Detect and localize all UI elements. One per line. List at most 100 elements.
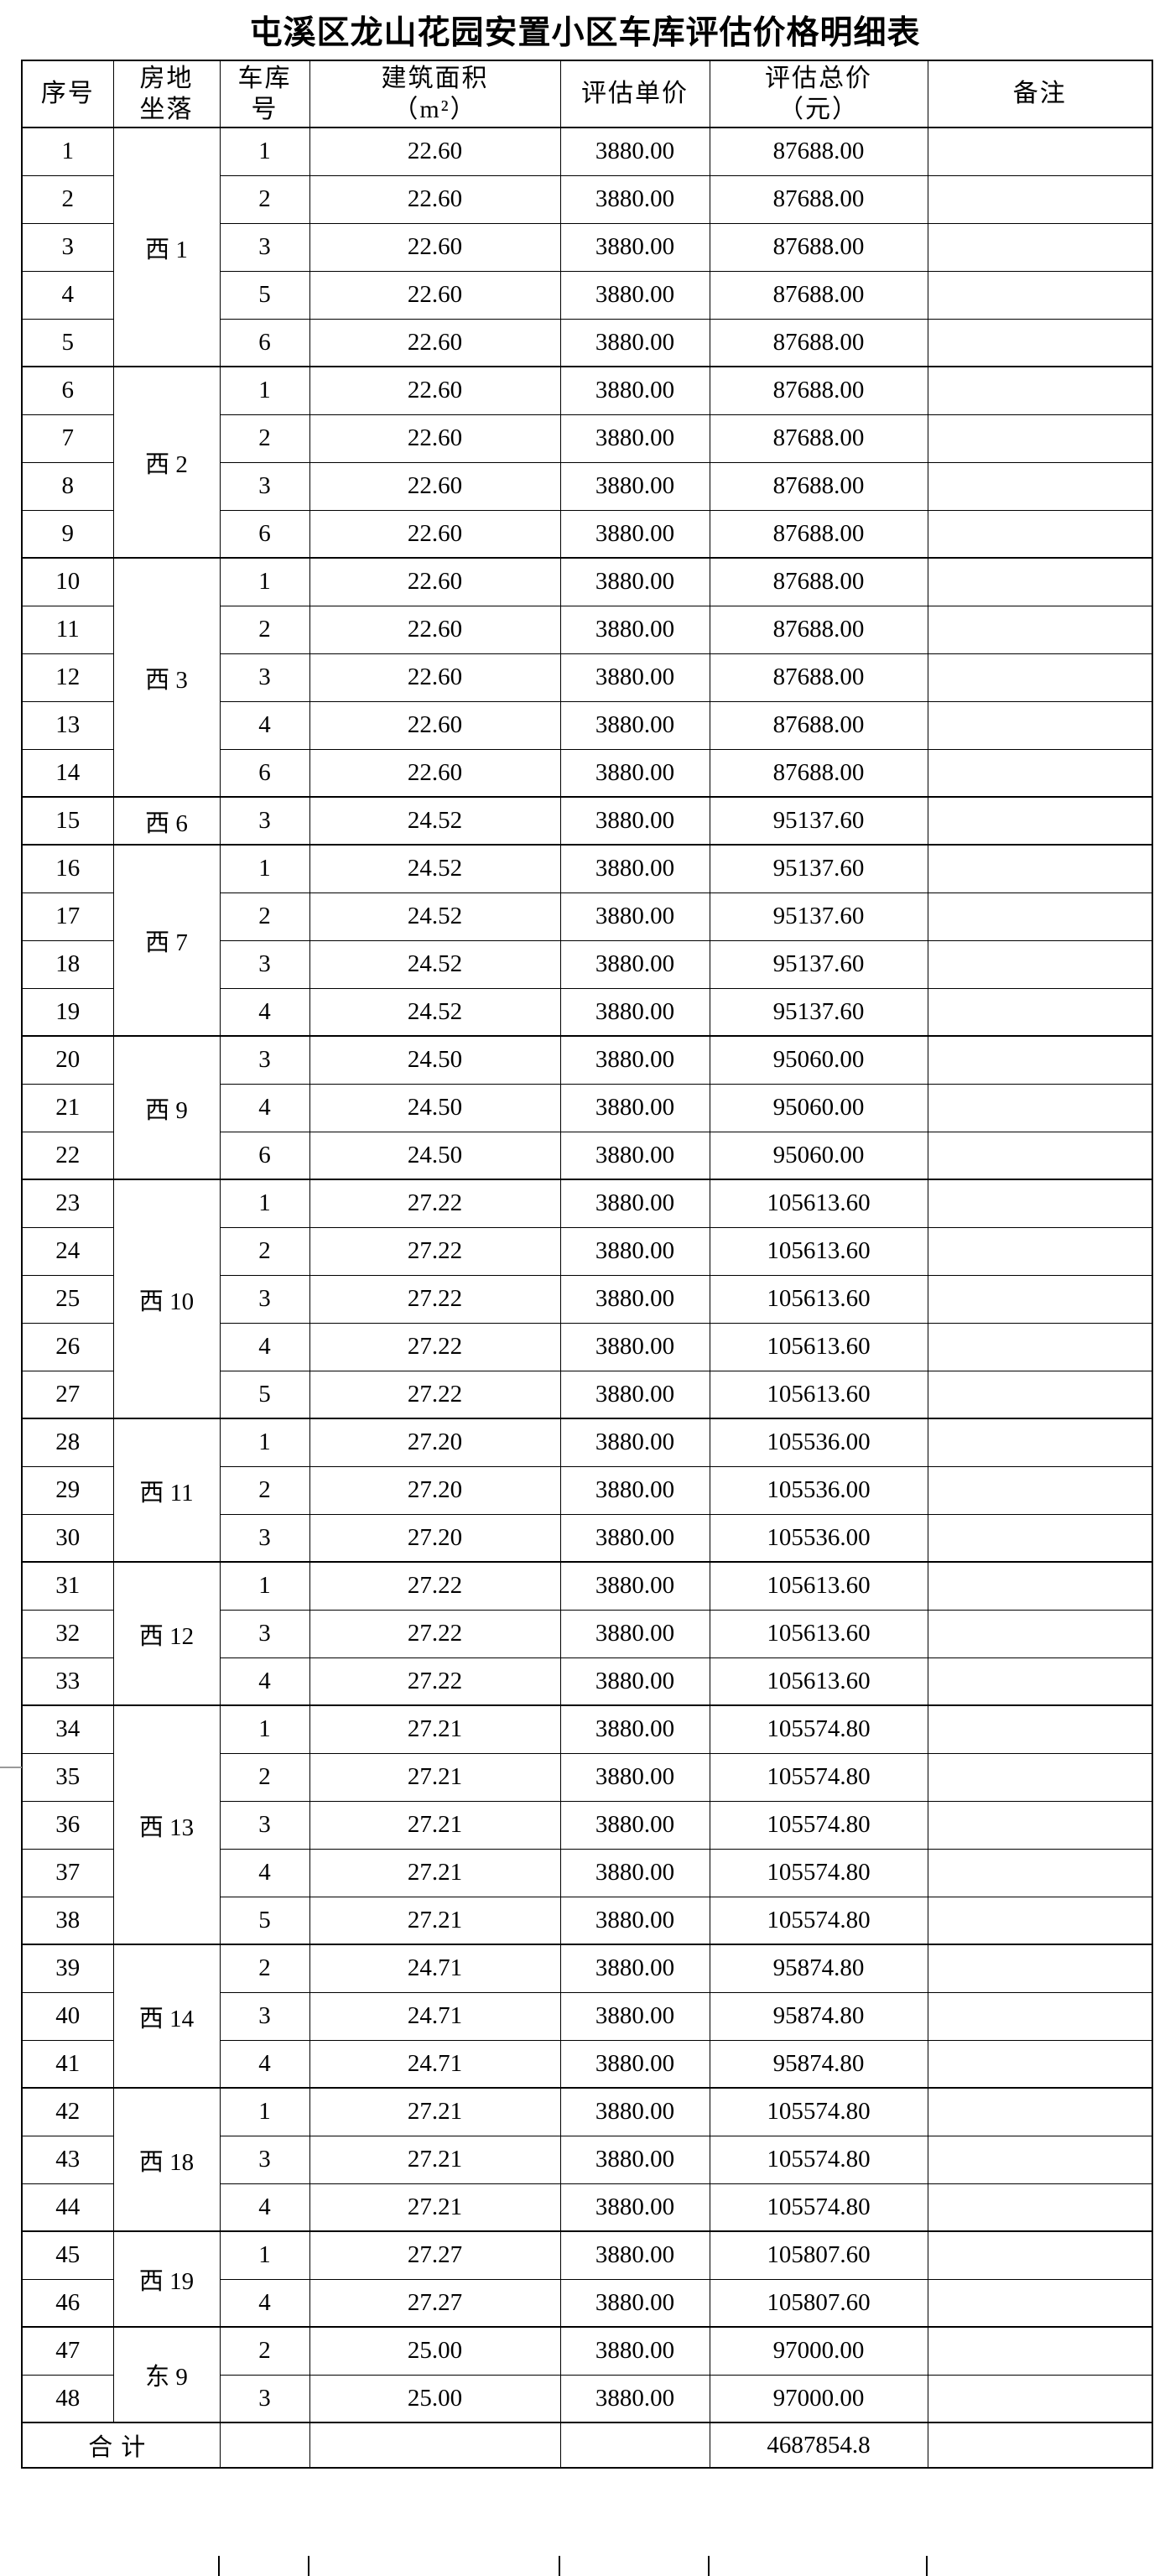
- cell-total-price: 95874.80: [709, 2039, 928, 2089]
- cell-seq: 9: [21, 509, 114, 559]
- cell-seq: 20: [21, 1035, 114, 1085]
- cell-area: 24.52: [309, 796, 561, 846]
- cell-unit-price: 3880.00: [559, 1991, 710, 2041]
- cell-remark: [927, 748, 1153, 798]
- cell-total-price: 87688.00: [709, 270, 928, 320]
- cell-garage-no: 5: [219, 270, 310, 320]
- col-header-garage-no: 车库 号: [219, 60, 310, 128]
- cell-seq: 26: [21, 1322, 114, 1371]
- cell-total-price: 95060.00: [709, 1131, 928, 1180]
- cell-remark: [927, 700, 1153, 750]
- table-row: 4 5 22.60 3880.00 87688.00: [21, 270, 1153, 320]
- cell-remark: [927, 318, 1153, 367]
- cell-garage-no: 3: [219, 1513, 310, 1563]
- cell-remark: [927, 1226, 1153, 1276]
- cell-remark: [927, 1131, 1153, 1180]
- footer-cell-garage-no: [219, 2422, 310, 2469]
- cell-area: 27.22: [309, 1561, 561, 1611]
- cell-remark: [927, 366, 1153, 415]
- table-row: 9 6 22.60 3880.00 87688.00: [21, 509, 1153, 559]
- table-row: 20 西 9 3 24.50 3880.00 95060.00: [21, 1035, 1153, 1180]
- table-row: 16 西 7 1 24.52 3880.00 95137.60: [21, 844, 1153, 1037]
- table-row: 24 2 27.22 3880.00 105613.60: [21, 1226, 1153, 1276]
- cell-total-price: 105536.00: [709, 1513, 928, 1563]
- cell-total-price: 97000.00: [709, 2326, 928, 2376]
- cell-area: 24.71: [309, 1991, 561, 2041]
- table-row: 39 西 14 2 24.71 3880.00 95874.80: [21, 1944, 1153, 2089]
- cell-unit-price: 3880.00: [559, 1131, 710, 1180]
- cell-seq: 44: [21, 2183, 114, 2232]
- cell-garage-no: 3: [219, 939, 310, 989]
- cell-garage-no: 1: [219, 1704, 310, 1754]
- table-row: 5 6 22.60 3880.00 87688.00: [21, 318, 1153, 367]
- cell-seq: 5: [21, 318, 114, 367]
- cell-seq: 31: [21, 1561, 114, 1611]
- cell-unit-price: 3880.00: [559, 2278, 710, 2328]
- cell-seq: 45: [21, 2230, 114, 2280]
- cell-unit-price: 3880.00: [559, 1083, 710, 1132]
- cell-total-price: 95060.00: [709, 1083, 928, 1132]
- cell-unit-price: 3880.00: [559, 1513, 710, 1563]
- cell-total-price: 105536.00: [709, 1418, 928, 1467]
- cell-total-price: 105613.60: [709, 1322, 928, 1371]
- cell-seq: 29: [21, 1465, 114, 1515]
- cell-seq: 41: [21, 2039, 114, 2089]
- cell-area: 24.52: [309, 844, 561, 893]
- cell-remark: [927, 653, 1153, 702]
- cell-unit-price: 3880.00: [559, 1609, 710, 1658]
- cell-remark: [927, 605, 1153, 654]
- cell-remark: [927, 1657, 1153, 1706]
- cell-remark: [927, 1896, 1153, 1945]
- cell-seq: 6: [21, 366, 114, 415]
- cell-unit-price: 3880.00: [559, 987, 710, 1037]
- cell-area: 27.21: [309, 1896, 561, 1945]
- cell-unit-price: 3880.00: [559, 700, 710, 750]
- cell-unit-price: 3880.00: [559, 1561, 710, 1611]
- table-row: 18 3 24.52 3880.00 95137.60: [21, 939, 1153, 989]
- cell-total-price: 87688.00: [709, 414, 928, 463]
- cell-total-price: 105613.60: [709, 1274, 928, 1324]
- column-line-stub: [559, 2556, 560, 2576]
- cell-total-price: 87688.00: [709, 748, 928, 798]
- cell-seq: 4: [21, 270, 114, 320]
- page-title: 屯溪区龙山花园安置小区车库评估价格明细表: [249, 15, 921, 51]
- cell-total-price: 87688.00: [709, 174, 928, 224]
- cell-location: 东 9: [112, 2326, 221, 2423]
- cell-unit-price: 3880.00: [559, 2374, 710, 2423]
- cell-total-price: 105613.60: [709, 1370, 928, 1419]
- table-row: 35 2 27.21 3880.00 105574.80: [21, 1752, 1153, 1802]
- cell-remark: [927, 414, 1153, 463]
- cell-garage-no: 4: [219, 2039, 310, 2089]
- table-row: 10 西 3 1 22.60 3880.00 87688.00: [21, 557, 1153, 798]
- cell-total-price: 105613.60: [709, 1179, 928, 1228]
- cell-seq: 3: [21, 222, 114, 272]
- cell-garage-no: 6: [219, 318, 310, 367]
- cell-location: 西 1: [112, 127, 221, 367]
- cell-area: 27.21: [309, 1704, 561, 1754]
- cell-location: 西 14: [112, 1944, 221, 2089]
- cell-garage-no: 3: [219, 653, 310, 702]
- cell-garage-no: 5: [219, 1896, 310, 1945]
- table-row: 41 4 24.71 3880.00 95874.80: [21, 2039, 1153, 2089]
- cell-remark: [927, 461, 1153, 511]
- cell-remark: [927, 222, 1153, 272]
- cell-unit-price: 3880.00: [559, 1370, 710, 1419]
- cell-remark: [927, 1465, 1153, 1515]
- table-row: 31 西 12 1 27.22 3880.00 105613.60: [21, 1561, 1153, 1706]
- cell-total-price: 95137.60: [709, 796, 928, 846]
- cell-total-price: 87688.00: [709, 700, 928, 750]
- cell-location: 西 11: [112, 1418, 221, 1563]
- cell-area: 27.21: [309, 1848, 561, 1897]
- table-row: 26 4 27.22 3880.00 105613.60: [21, 1322, 1153, 1371]
- cell-area: 22.60: [309, 270, 561, 320]
- cell-location: 西 13: [112, 1704, 221, 1945]
- cell-area: 22.60: [309, 366, 561, 415]
- cell-unit-price: 3880.00: [559, 461, 710, 511]
- cell-remark: [927, 1704, 1153, 1754]
- cell-seq: 48: [21, 2374, 114, 2423]
- cell-unit-price: 3880.00: [559, 844, 710, 893]
- cell-seq: 1: [21, 127, 114, 176]
- cell-remark: [927, 1035, 1153, 1085]
- cell-area: 27.22: [309, 1322, 561, 1371]
